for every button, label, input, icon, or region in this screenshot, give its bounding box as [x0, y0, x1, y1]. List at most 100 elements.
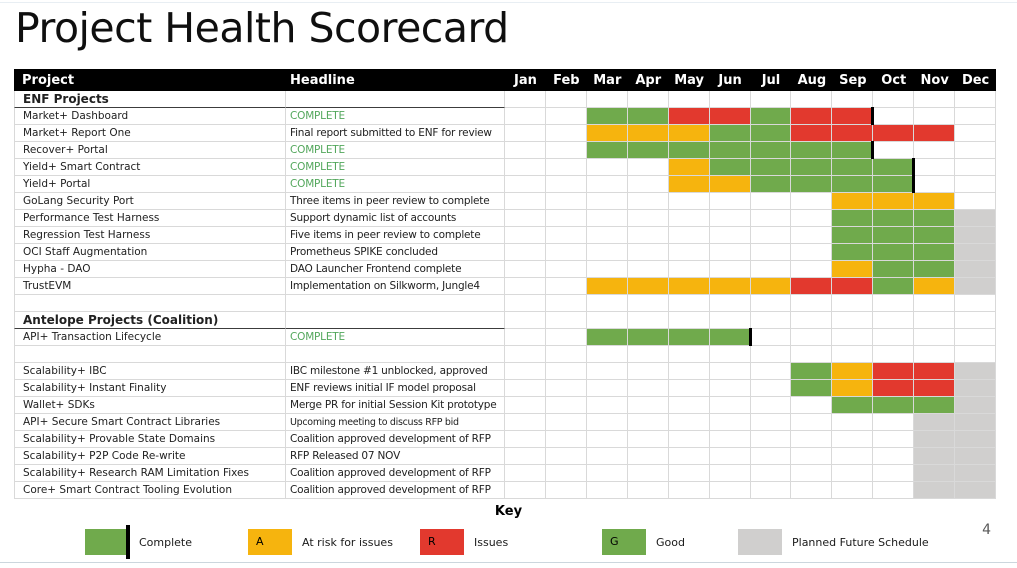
- table-row: Scalability+ P2P Code Re-write RFP Releas…: [14, 448, 997, 465]
- month-cell: [586, 193, 628, 210]
- month-cells: [505, 380, 997, 397]
- project-cell: Wallet+ SDKs: [14, 397, 286, 414]
- month-cell: [505, 329, 546, 346]
- table-row: Recover+ Portal COMPLETE: [14, 141, 997, 159]
- month-cell: [545, 329, 587, 346]
- month-cell: [914, 295, 956, 312]
- status-cell: [627, 108, 669, 125]
- status-cell: [914, 448, 956, 465]
- headline-cell: COMPLETE: [286, 159, 505, 176]
- page-title: Project Health Scorecard: [15, 4, 509, 52]
- project-cell: Recover+ Portal: [14, 142, 286, 159]
- status-cell: [668, 142, 710, 159]
- table-row: Scalability+ Instant Finality ENF reviews…: [14, 380, 997, 397]
- month-cell: [791, 448, 833, 465]
- project-cell: Scalability+ P2P Code Re-write: [14, 448, 286, 465]
- top-divider: [0, 2, 1017, 3]
- month-cell: [955, 159, 997, 176]
- milestone-marker: [126, 525, 130, 559]
- headline-cell: COMPLETE: [286, 108, 505, 125]
- month-cell: [832, 482, 874, 499]
- month-cell: [709, 380, 751, 397]
- status-cell: [832, 193, 874, 210]
- headline-cell: Five items in peer review to complete: [286, 227, 505, 244]
- month-cell: [750, 244, 792, 261]
- month-cell: [505, 363, 546, 380]
- month-cells: [505, 210, 997, 227]
- project-cell: Yield+ Portal: [14, 176, 286, 193]
- month-cell: [709, 346, 751, 363]
- month-cell: [586, 227, 628, 244]
- month-cells: [505, 397, 997, 414]
- table-row: Regression Test Harness Five items in pee…: [14, 227, 997, 244]
- month-cell: [750, 465, 792, 482]
- status-cell: [832, 125, 874, 142]
- month-cell: [586, 176, 628, 193]
- status-cell: [832, 380, 874, 397]
- status-cell: [586, 278, 628, 295]
- month-cell: [709, 363, 751, 380]
- month-cell: [586, 91, 628, 108]
- status-cell: [791, 363, 833, 380]
- headline-cell: COMPLETE: [286, 142, 505, 159]
- month-cell: [791, 244, 833, 261]
- month-cell: [955, 295, 997, 312]
- month-cell: [505, 244, 546, 261]
- month-cell: [914, 108, 956, 125]
- table-row: TrustEVM Implementation on Silkworm, Jung…: [14, 278, 997, 295]
- month-cell: [668, 193, 710, 210]
- legend-label: At risk for issues: [302, 535, 393, 549]
- month-cell: [914, 346, 956, 363]
- month-header: Aug: [797, 72, 827, 88]
- month-cell: [505, 91, 546, 108]
- project-cell: ENF Projects: [14, 91, 286, 108]
- month-cell: [545, 261, 587, 278]
- status-cell: [873, 158, 916, 176]
- month-header: Jul: [761, 72, 781, 88]
- month-cell: [791, 91, 833, 108]
- status-cell: [873, 193, 915, 210]
- status-cell: [709, 142, 751, 159]
- status-cell: [791, 278, 833, 295]
- project-cell: Market+ Dashboard: [14, 108, 286, 125]
- month-cell: [709, 295, 751, 312]
- month-cell: [873, 312, 915, 329]
- status-cell: [791, 380, 833, 397]
- month-cell: [545, 380, 587, 397]
- status-cell: [873, 175, 916, 193]
- month-cell: [873, 108, 915, 125]
- month-cell: [627, 312, 669, 329]
- month-cell: [505, 176, 546, 193]
- status-cell: [914, 193, 956, 210]
- month-cell: [709, 448, 751, 465]
- status-cell: [668, 125, 710, 142]
- month-header: Jun: [718, 72, 742, 88]
- month-cell: [627, 414, 669, 431]
- month-cell: [586, 210, 628, 227]
- status-cell: [873, 380, 915, 397]
- month-cell: [791, 431, 833, 448]
- status-cell: [955, 414, 997, 431]
- status-cell: [832, 244, 874, 261]
- month-cell: [668, 397, 710, 414]
- status-cell: [832, 278, 874, 295]
- status-cell: [955, 482, 997, 499]
- month-cell: [545, 482, 587, 499]
- month-cell: [586, 414, 628, 431]
- month-cell: [791, 465, 833, 482]
- month-cell: [750, 363, 792, 380]
- month-cells: [505, 448, 997, 465]
- status-cell: [668, 278, 710, 295]
- section-row: Antelope Projects (Coalition): [14, 312, 997, 329]
- milestone-marker: [871, 141, 875, 159]
- month-cell: [791, 312, 833, 329]
- month-cell: [545, 176, 587, 193]
- status-cell: [668, 159, 710, 176]
- month-cells: [505, 363, 997, 380]
- month-cell: [709, 397, 751, 414]
- status-cell: [914, 414, 956, 431]
- month-cell: [545, 244, 587, 261]
- status-cell: [914, 431, 956, 448]
- headline-cell: Merge PR for initial Session Kit prototy…: [286, 397, 505, 414]
- month-cell: [668, 261, 710, 278]
